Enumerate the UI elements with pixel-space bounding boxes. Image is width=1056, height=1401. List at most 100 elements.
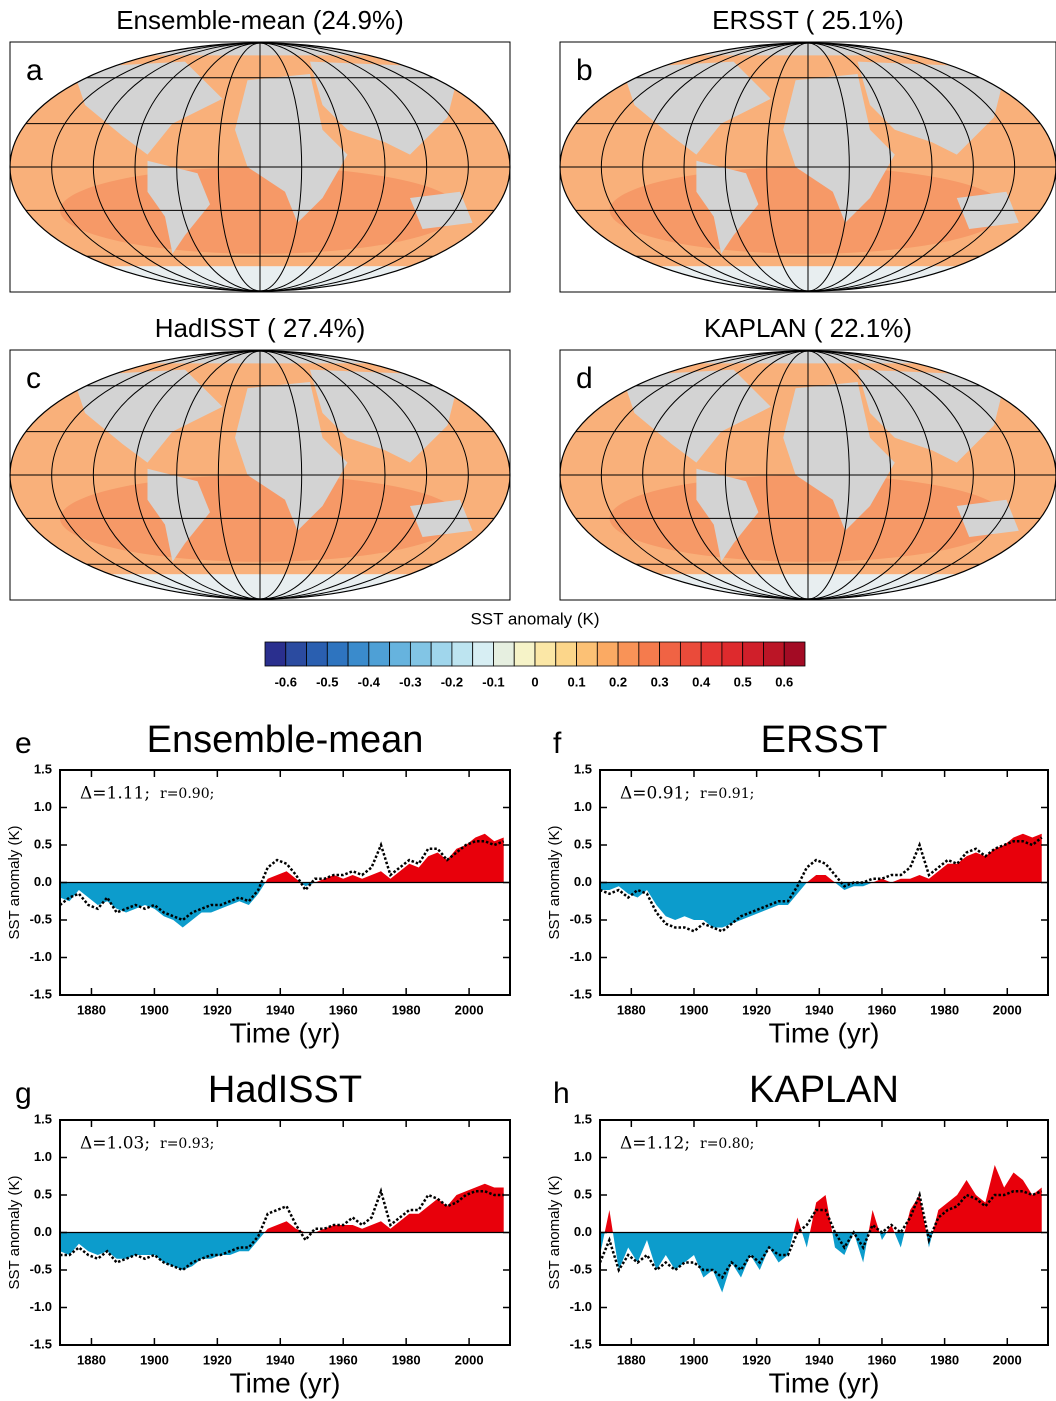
annotation: r=0.90; — [160, 786, 214, 802]
x-tick-label: 1920 — [203, 1002, 232, 1017]
annotation: Δ=1.12; — [620, 1134, 690, 1154]
color-box — [576, 641, 598, 667]
colorbar-title: SST anomaly (K) — [470, 609, 599, 628]
color-box — [617, 641, 640, 667]
x-tick-label: 1980 — [930, 1352, 959, 1367]
color-box — [326, 641, 349, 667]
y-tick-label: 0.5 — [34, 836, 52, 851]
map-title: ERSST ( 25.1%) — [712, 5, 904, 35]
colorbar-tick-label: -0.3 — [399, 674, 421, 689]
color-box — [763, 641, 785, 667]
y-tick-label: -1.5 — [30, 1336, 52, 1351]
x-tick-label: 2000 — [993, 1352, 1022, 1367]
y-tick-label: 1.5 — [34, 761, 52, 776]
y-tick-label: -1.0 — [570, 1299, 592, 1314]
color-box — [409, 641, 432, 667]
chart-title: HadISST — [208, 1069, 362, 1111]
x-tick-label: 1900 — [140, 1352, 169, 1367]
color-box — [368, 641, 391, 667]
colorbar-tick-label: 0.2 — [609, 674, 627, 689]
y-tick-label: -1.5 — [570, 986, 592, 1001]
y-axis-label: SST anomaly (K) — [6, 1176, 23, 1290]
panel-letter: g — [15, 1077, 32, 1110]
color-box — [700, 641, 723, 667]
x-tick-label: 1880 — [77, 1002, 106, 1017]
colorbar-tick-label: -0.6 — [275, 674, 297, 689]
land — [857, 369, 1007, 463]
annotation: r=0.91; — [700, 786, 754, 802]
area-positive — [600, 1165, 1042, 1233]
y-tick-label: -0.5 — [570, 911, 592, 926]
map — [10, 351, 510, 599]
annotation: Δ=1.11; — [80, 784, 150, 804]
colorbar-tick-label: -0.1 — [482, 674, 504, 689]
colorbar-tick-label: 0 — [531, 674, 538, 689]
x-tick-label: 1960 — [329, 1352, 358, 1367]
chart-title: ERSST — [761, 719, 888, 761]
color-box — [472, 641, 494, 667]
color-box — [596, 641, 619, 667]
x-tick-label: 1900 — [140, 1002, 169, 1017]
x-tick-label: 2000 — [993, 1002, 1022, 1017]
land — [147, 468, 210, 562]
line — [599, 836, 1043, 933]
y-tick-label: 0.5 — [574, 836, 592, 851]
x-tick-label: 1900 — [680, 1002, 709, 1017]
x-tick-label: 1940 — [805, 1002, 834, 1017]
area-positive — [600, 833, 1042, 883]
color-box — [306, 641, 328, 667]
y-tick-label: 0.0 — [574, 874, 592, 889]
color-box — [389, 641, 411, 667]
colorbar-tick-label: -0.4 — [358, 674, 381, 689]
x-axis-label: Time (yr) — [769, 1017, 880, 1048]
area-negative — [600, 882, 1042, 928]
line — [59, 840, 505, 922]
y-tick-label: 1.0 — [34, 799, 52, 814]
y-tick-label: -0.5 — [30, 911, 52, 926]
y-tick-label: 0.5 — [574, 1186, 592, 1201]
x-tick-label: 1980 — [930, 1002, 959, 1017]
y-tick-label: -1.0 — [570, 949, 592, 964]
y-tick-label: 0.0 — [34, 874, 52, 889]
color-box — [493, 641, 515, 667]
panel-letter: c — [26, 362, 41, 395]
land — [310, 61, 460, 155]
x-tick-label: 1920 — [203, 1352, 232, 1367]
land — [72, 61, 223, 155]
color-box — [513, 641, 536, 667]
map-title: Ensemble-mean (24.9%) — [116, 5, 404, 35]
y-axis-label: SST anomaly (K) — [6, 826, 23, 940]
land — [696, 160, 759, 254]
y-tick-label: 0.0 — [34, 1224, 52, 1239]
x-tick-label: 1960 — [329, 1002, 358, 1017]
colorbar-tick-label: -0.5 — [316, 674, 338, 689]
land — [622, 61, 771, 155]
map — [560, 43, 1056, 291]
annotation: r=0.80; — [700, 1136, 754, 1152]
chart-title: KAPLAN — [749, 1069, 899, 1111]
land — [72, 369, 223, 463]
panel-letter: d — [576, 362, 593, 395]
y-tick-label: 1.5 — [574, 1111, 592, 1126]
y-tick-label: 0.5 — [34, 1186, 52, 1201]
land — [857, 61, 1007, 155]
panel-letter: a — [26, 54, 43, 87]
y-tick-label: 1.5 — [574, 761, 592, 776]
map — [10, 43, 510, 291]
x-tick-label: 1960 — [867, 1352, 896, 1367]
x-tick-label: 1940 — [266, 1002, 295, 1017]
y-tick-label: -1.0 — [30, 1299, 52, 1314]
colorbar-tick-label: 0.1 — [567, 674, 585, 689]
color-box — [783, 641, 806, 667]
land — [622, 369, 771, 463]
x-tick-label: 1880 — [77, 1352, 106, 1367]
annotation: Δ=0.91; — [620, 784, 690, 804]
land — [235, 382, 348, 531]
color-box — [264, 641, 287, 667]
map-title: HadISST ( 27.4%) — [155, 313, 366, 343]
x-axis-label: Time (yr) — [230, 1367, 341, 1398]
area-positive — [60, 1183, 504, 1233]
land — [783, 74, 895, 223]
land — [696, 468, 759, 562]
panel-letter: e — [15, 727, 32, 760]
